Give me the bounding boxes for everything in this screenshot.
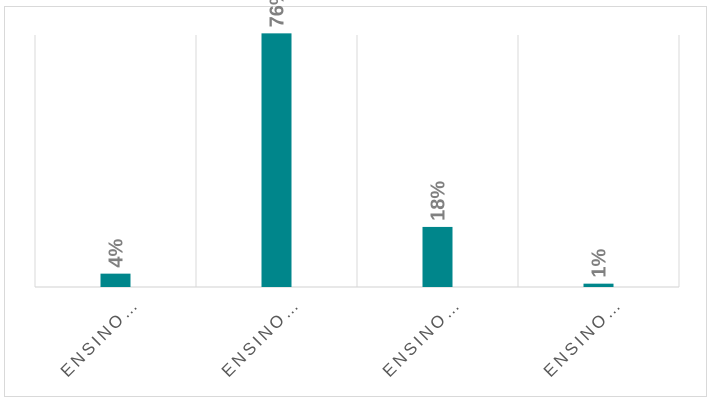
- data-label: 4%: [106, 239, 128, 268]
- data-label: 76%: [267, 0, 289, 27]
- bar: [100, 273, 131, 287]
- x-tick-label: ENSINO…: [218, 294, 304, 380]
- x-tick-label: ENSINO…: [379, 294, 465, 380]
- chart-frame: [4, 6, 707, 397]
- bar: [261, 33, 292, 287]
- data-label: 18%: [428, 181, 450, 221]
- bar: [583, 283, 614, 287]
- x-tick-label: ENSINO…: [540, 294, 626, 380]
- x-tick-label: ENSINO…: [57, 294, 143, 380]
- bar: [422, 226, 453, 287]
- data-label: 1%: [589, 249, 611, 278]
